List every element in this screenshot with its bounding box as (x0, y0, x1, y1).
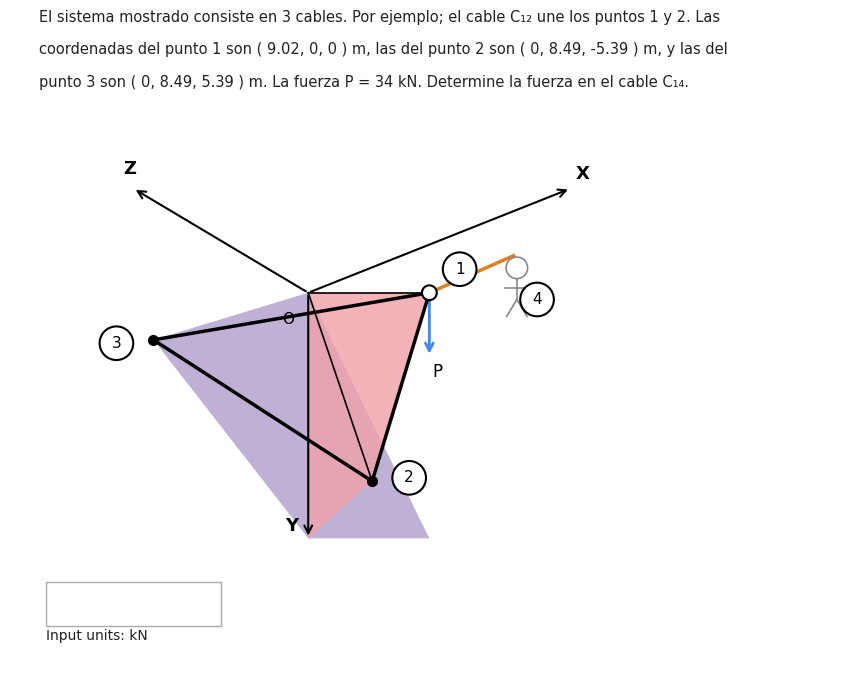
Circle shape (99, 326, 133, 360)
Circle shape (520, 283, 554, 316)
Polygon shape (308, 293, 429, 538)
Text: El sistema mostrado consiste en 3 cables. Por ejemplo; el cable C₁₂ une los punt: El sistema mostrado consiste en 3 cables… (39, 10, 720, 25)
Text: Z: Z (124, 160, 136, 178)
Text: 1: 1 (455, 262, 465, 277)
Text: X: X (576, 165, 590, 183)
Text: O: O (282, 312, 294, 327)
Circle shape (392, 461, 426, 495)
Polygon shape (153, 293, 429, 538)
Circle shape (443, 252, 477, 286)
Text: Y: Y (285, 517, 298, 535)
Text: 3: 3 (111, 336, 121, 351)
Text: P: P (433, 363, 443, 382)
Text: Input units: kN: Input units: kN (45, 629, 147, 643)
Text: 4: 4 (532, 292, 542, 307)
Circle shape (422, 285, 437, 300)
Text: 2: 2 (404, 470, 414, 485)
Text: coordenadas del punto 1 son ( 9.02, 0, 0 ) m, las del punto 2 son ( 0, 8.49, -5.: coordenadas del punto 1 son ( 9.02, 0, 0… (39, 42, 727, 57)
FancyBboxPatch shape (45, 582, 221, 626)
Text: punto 3 son ( 0, 8.49, 5.39 ) m. La fuerza P = 34 kN. Determine la fuerza en el : punto 3 son ( 0, 8.49, 5.39 ) m. La fuer… (39, 75, 689, 90)
